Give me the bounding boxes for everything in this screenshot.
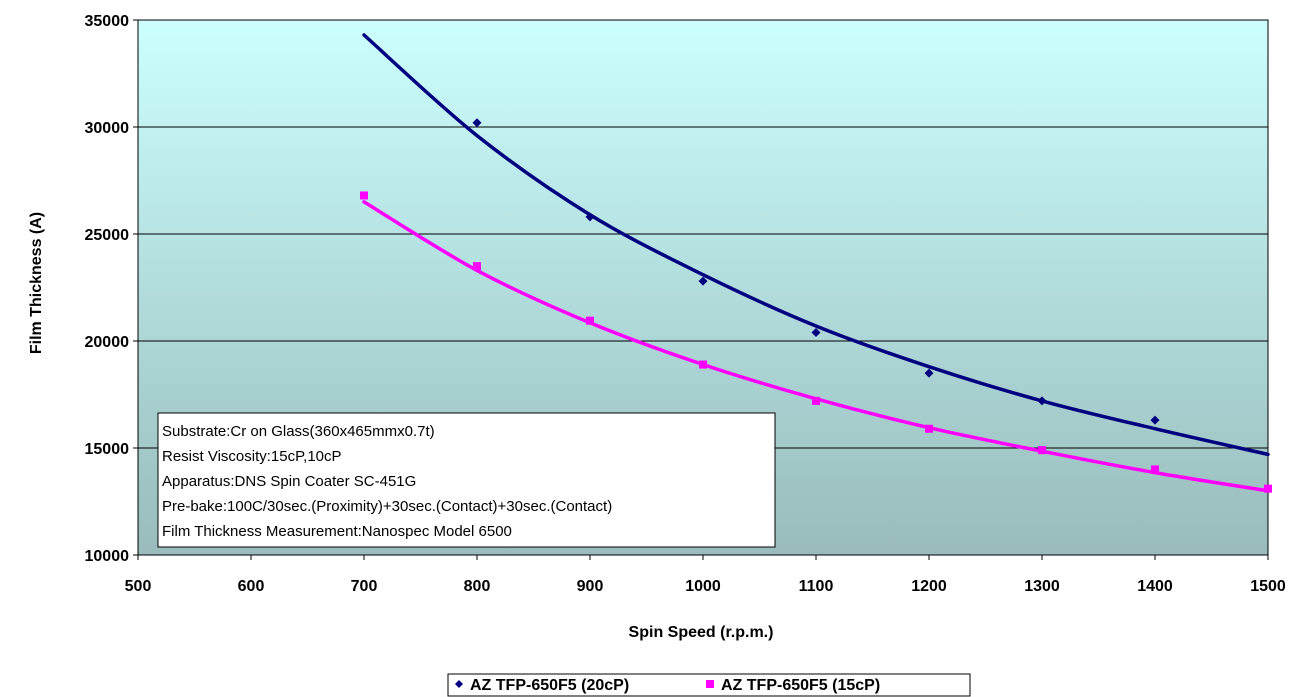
legend: AZ TFP-650F5 (20cP) AZ TFP-650F5 (15cP)	[447, 673, 971, 697]
point-series-1-1500	[1264, 484, 1272, 493]
point-series-0-1300	[1037, 396, 1047, 406]
point-series-0-1000	[698, 276, 708, 286]
trendline-series-0	[362, 33, 1270, 457]
point-series-0-1100	[811, 327, 821, 337]
y-tick-label-30000: 30000	[85, 120, 130, 137]
legend-label-20cp: AZ TFP-650F5 (20cP)	[470, 677, 629, 694]
point-series-0-800	[472, 118, 482, 128]
x-tick-label-1000: 1000	[685, 578, 721, 595]
y-axis-title: Film Thickness (A)	[28, 212, 45, 354]
x-tick-label-1200: 1200	[911, 578, 947, 595]
point-series-0-1200	[924, 368, 934, 378]
point-series-1-1300	[1038, 446, 1046, 455]
series-1	[360, 191, 1272, 493]
x-tick-label-1400: 1400	[1137, 578, 1173, 595]
point-series-1-800	[473, 262, 481, 271]
x-tick-label-1100: 1100	[799, 578, 834, 595]
legend-label-15cp: AZ TFP-650F5 (15cP)	[721, 677, 880, 694]
legend-marker-20cp-diamond-icon	[455, 680, 463, 688]
x-tick-label-1300: 1300	[1024, 578, 1060, 595]
x-axis-title: Spin Speed (r.p.m.)	[629, 624, 774, 641]
point-series-1-1400	[1151, 465, 1159, 474]
y-tick-label-10000: 10000	[85, 548, 130, 565]
series-0	[362, 33, 1270, 457]
annotation-background	[157, 412, 776, 548]
annotation-line-1: Substrate:Cr on Glass(360x465mmx0.7t)	[162, 423, 435, 440]
point-series-0-1400	[1150, 415, 1160, 425]
x-tick-label-500: 500	[125, 578, 152, 595]
annotation-box: Substrate:Cr on Glass(360x465mmx0.7t) Re…	[157, 412, 776, 548]
series-layer	[360, 33, 1272, 493]
y-tick-label-20000: 20000	[85, 334, 130, 351]
y-tick-label-35000: 35000	[85, 13, 130, 30]
x-tick-label-1500: 1500	[1250, 578, 1286, 595]
x-tick-label-800: 800	[464, 578, 491, 595]
axis-ticks: 10000 15000 20000 25000 30000 35000 500 600 700 8…	[85, 13, 1286, 595]
annotation-line-4: Pre-bake:100C/30sec.(Proximity)+30sec.(C…	[162, 498, 612, 515]
point-series-1-900	[586, 316, 594, 325]
legend-marker-15cp-square-icon	[706, 680, 714, 688]
y-tick-label-25000: 25000	[85, 227, 130, 244]
point-series-1-700	[360, 191, 368, 200]
annotation-line-3: Apparatus:DNS Spin Coater SC-451G	[162, 473, 416, 490]
x-tick-label-700: 700	[351, 578, 378, 595]
point-series-1-1200	[925, 424, 933, 433]
point-series-0-900	[585, 212, 595, 222]
x-tick-label-600: 600	[238, 578, 265, 595]
annotation-line-5: Film Thickness Measurement:Nanospec Mode…	[162, 523, 512, 540]
y-tick-label-15000: 15000	[85, 441, 130, 458]
annotation-line-2: Resist Viscosity:15cP,10cP	[162, 448, 342, 465]
point-series-1-1000	[699, 360, 707, 369]
point-series-1-1100	[812, 396, 820, 405]
x-tick-label-900: 900	[577, 578, 604, 595]
